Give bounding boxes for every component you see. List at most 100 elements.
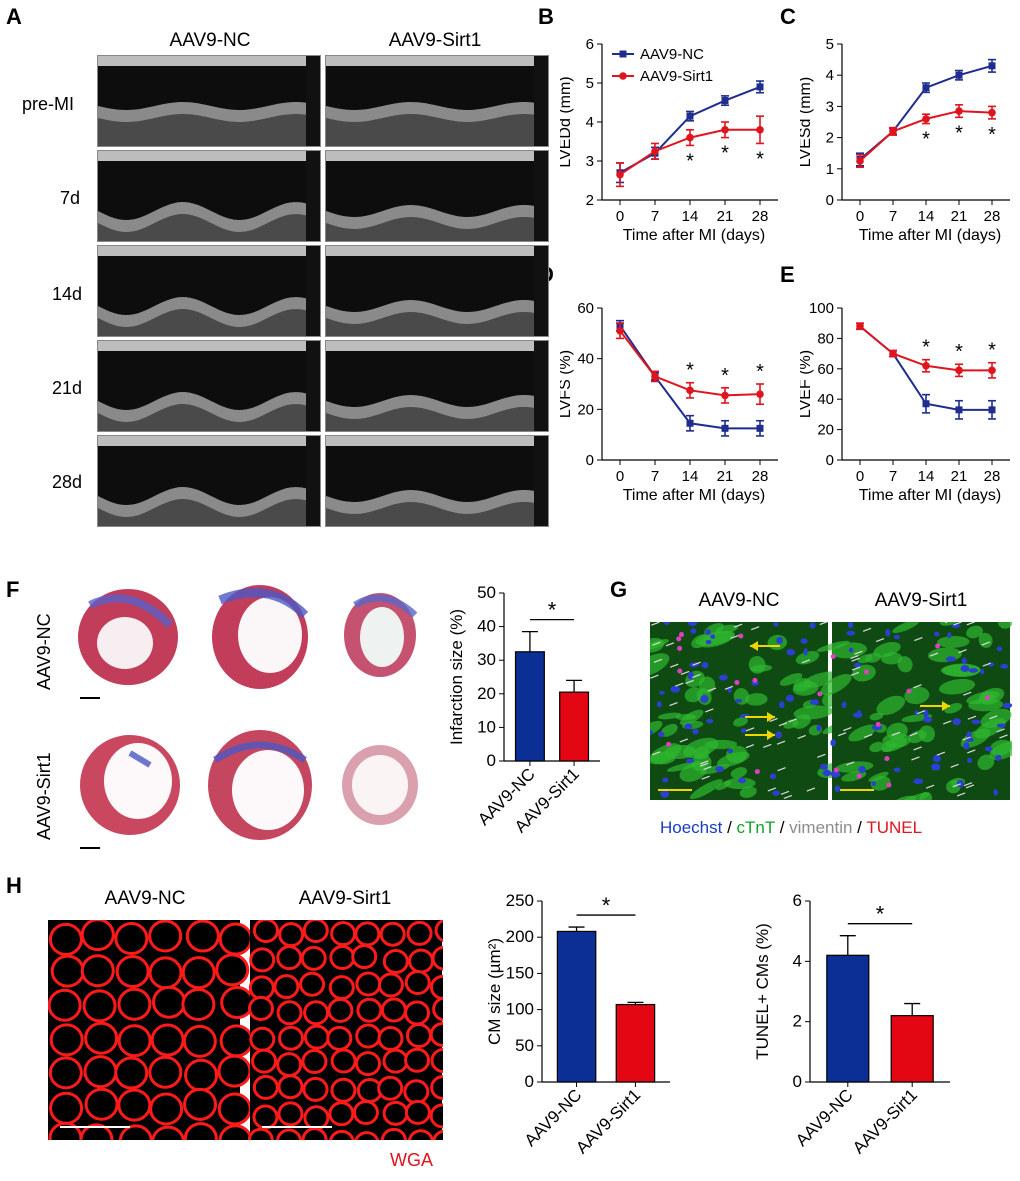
y-tick-label: 250 xyxy=(506,891,534,910)
y-tick-label: 30 xyxy=(477,650,496,669)
significance-star: * xyxy=(922,129,930,151)
y-tick-label: 20 xyxy=(477,684,496,703)
data-point-sirt1 xyxy=(922,361,930,370)
stain-legend-segment: vimentin xyxy=(789,818,853,837)
significance-star: * xyxy=(922,337,930,359)
stain-legend-segment: / xyxy=(852,818,867,837)
bar-sirt1 xyxy=(615,1003,656,1083)
panel-g-header-sirt1: AAV9-Sirt1 xyxy=(874,590,968,611)
data-point-sirt1 xyxy=(889,127,897,136)
x-tick-label: 21 xyxy=(717,468,734,485)
data-point-nc xyxy=(756,424,764,432)
heart-section-nc-1 xyxy=(78,589,178,685)
x-tick-label: 0 xyxy=(616,208,624,225)
significance-star: * xyxy=(686,150,694,172)
x-tick-label: 21 xyxy=(717,208,734,225)
y-tick-label: 100 xyxy=(809,300,834,317)
y-tick-label: 0 xyxy=(826,192,834,209)
y-axis-label: LVESd (mm) xyxy=(800,77,814,167)
wga-image-sirt1 xyxy=(247,920,443,1140)
y-tick-label: 4 xyxy=(826,67,834,84)
x-tick-label: 0 xyxy=(616,468,624,485)
stain-legend-segment: / xyxy=(774,818,790,837)
data-point-sirt1 xyxy=(616,170,624,179)
data-point-nc xyxy=(686,419,694,427)
y-tick-label: 0 xyxy=(586,452,594,469)
echo-image-sirt1-21d xyxy=(325,340,549,432)
y-tick-label: 40 xyxy=(817,391,834,408)
data-point-nc xyxy=(721,424,729,432)
data-point-sirt1 xyxy=(988,108,996,117)
y-tick-label: 50 xyxy=(515,1036,534,1055)
x-tick-label: 28 xyxy=(984,208,1001,225)
y-tick-label: 6 xyxy=(793,891,802,910)
x-tick-label: 14 xyxy=(918,468,935,485)
x-tick-label: 14 xyxy=(918,208,935,225)
wga-image-nc xyxy=(48,920,255,1140)
y-axis-label: CM size (µm²) xyxy=(485,938,504,1045)
chart-c: 0 1 2 3 4 5 0 7 14 21 28 Time after MI (days) LVESd … xyxy=(800,36,1010,244)
echo-image-nc-28d xyxy=(97,435,321,527)
echo-image-nc-7d xyxy=(97,150,321,242)
y-tick-label: 60 xyxy=(577,300,594,317)
stain-legend-segment: Hoechst xyxy=(660,818,723,837)
data-point-sirt1 xyxy=(721,126,729,134)
echo-image-nc-pre-MI xyxy=(97,55,321,147)
panel-a-header-nc: AAV9-NC xyxy=(169,30,251,51)
data-point-sirt1 xyxy=(756,390,764,398)
y-tick-label: 20 xyxy=(577,401,594,418)
significance-star: * xyxy=(955,122,963,144)
y-tick-label: 150 xyxy=(506,963,534,982)
y-tick-label: 40 xyxy=(477,617,496,636)
x-axis-label: Time after MI (days) xyxy=(623,227,766,244)
heart-section-nc-3 xyxy=(344,593,418,677)
data-point-sirt1 xyxy=(856,322,864,331)
significance-star: * xyxy=(988,124,996,146)
y-tick-label: 0 xyxy=(793,1072,802,1091)
y-tick-label: 2 xyxy=(586,192,594,209)
data-point-nc xyxy=(686,112,694,120)
x-tick-label: 21 xyxy=(951,468,968,485)
data-point-sirt1 xyxy=(922,115,930,123)
chart-e: 0 20 40 60 80 100 0 7 14 21 28 Time after MI (days)… xyxy=(800,300,1010,504)
echo-image-nc-21d xyxy=(97,340,321,432)
y-tick-label: 3 xyxy=(826,98,834,115)
significance-star: * xyxy=(602,893,611,918)
legend-entry: AAV9-Sirt1 xyxy=(640,68,713,85)
panel-h-header-nc: AAV9-NC xyxy=(104,888,186,909)
x-tick-label: AAV9-Sirt1 xyxy=(849,1085,921,1157)
panel-f-row-label-nc: AAV9-NC xyxy=(34,613,54,690)
panel-a-row-label: 7d xyxy=(60,188,81,208)
panel-h-header-sirt1: AAV9-Sirt1 xyxy=(298,888,392,909)
panel-a-row-label: pre-MI xyxy=(22,94,75,114)
y-tick-label: 2 xyxy=(826,130,834,147)
chart-b: 2 3 4 5 6 0 7 14 21 28 Time after MI (days) LVEDd (… xyxy=(560,36,778,244)
panel-a-row-label: 14d xyxy=(52,284,83,304)
x-tick-label: 7 xyxy=(889,468,897,485)
x-tick-label: AAV9-NC xyxy=(792,1085,857,1150)
data-point-sirt1 xyxy=(686,386,694,395)
data-point-nc xyxy=(721,97,729,105)
panel-g-stain-legend: Hoechst / cTnT / vimentin / TUNEL xyxy=(660,818,922,838)
panel-label-e: E xyxy=(780,262,795,287)
y-tick-label: 10 xyxy=(477,717,496,736)
panel-a-row-label: 28d xyxy=(52,472,83,492)
echo-image-sirt1-28d xyxy=(325,435,549,527)
y-tick-label: 80 xyxy=(817,330,834,347)
data-point-sirt1 xyxy=(889,349,897,358)
significance-star: * xyxy=(721,365,729,387)
panel-label-h: H xyxy=(6,873,22,898)
data-point-sirt1 xyxy=(988,366,996,375)
arrow-head xyxy=(750,641,758,651)
wga-stain-label: WGA xyxy=(390,1150,433,1170)
stain-legend-segment: cTnT xyxy=(736,818,775,837)
x-tick-label: 7 xyxy=(651,468,659,485)
y-axis-label: LVFS (%) xyxy=(560,350,574,418)
bar-nc xyxy=(514,651,545,762)
arrow-head xyxy=(767,730,775,740)
fluorescence-image-sirt1 xyxy=(816,622,1012,800)
wga-images xyxy=(48,920,443,1140)
stain-legend-segment: / xyxy=(722,818,737,837)
legend-entry: AAV9-NC xyxy=(640,46,704,63)
